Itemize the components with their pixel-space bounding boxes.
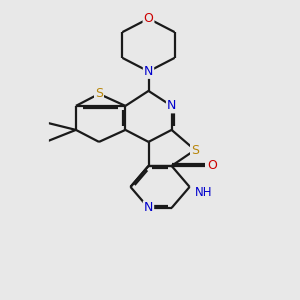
- Text: N: N: [144, 201, 153, 214]
- Text: N: N: [167, 99, 176, 112]
- Text: O: O: [207, 159, 217, 172]
- Text: S: S: [191, 143, 199, 157]
- Text: S: S: [95, 87, 103, 101]
- Text: N: N: [144, 65, 153, 78]
- Text: NH: NH: [195, 186, 212, 199]
- Text: O: O: [144, 12, 153, 25]
